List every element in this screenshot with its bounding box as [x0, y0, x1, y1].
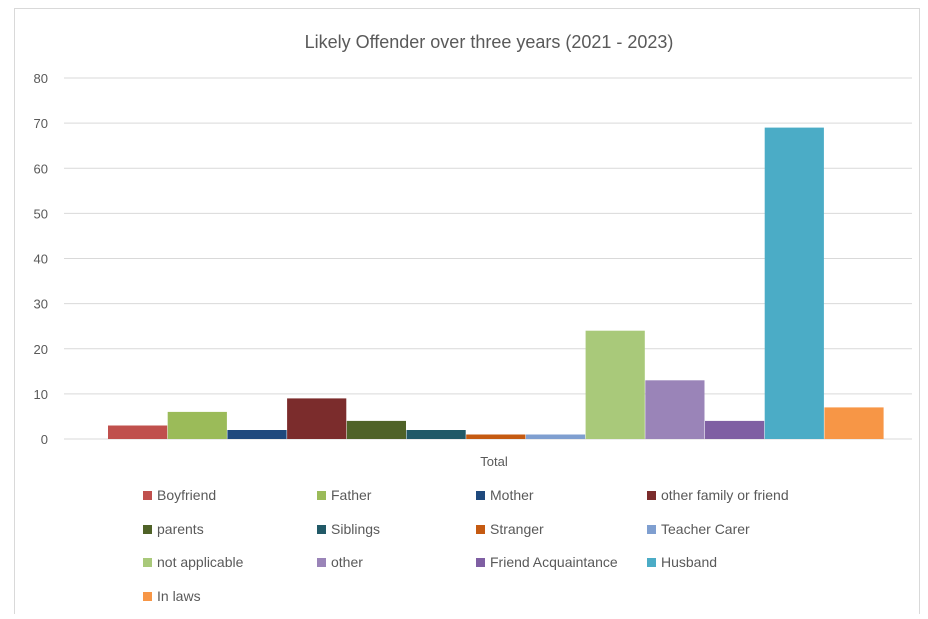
legend-label: Friend Acquaintance	[490, 554, 618, 570]
legend-item: other family or friend	[647, 487, 789, 503]
bar-father	[167, 411, 227, 439]
legend-swatch	[476, 491, 485, 500]
legend-label: Teacher Carer	[661, 521, 750, 537]
legend-swatch	[647, 525, 656, 534]
bar-boyfriend	[108, 425, 168, 439]
legend-label: Husband	[661, 554, 717, 570]
bar-other-family-or-friend	[287, 398, 347, 439]
bar-teacher-carer	[525, 434, 586, 439]
legend-swatch	[647, 491, 656, 500]
legend-label: Boyfriend	[157, 487, 216, 503]
bar-husband	[764, 127, 824, 439]
y-tick-label: 10	[34, 387, 48, 402]
bar-not-applicable	[585, 330, 645, 439]
y-tick-label: 0	[41, 432, 48, 447]
legend-item: not applicable	[143, 554, 244, 570]
legend: Boyfriend Father Mother other family or fri…	[143, 487, 789, 604]
bar-siblings	[406, 430, 466, 439]
bar-in-laws	[824, 407, 884, 439]
legend-swatch	[476, 525, 485, 534]
legend-label: parents	[157, 521, 204, 537]
legend-label: Stranger	[490, 521, 544, 537]
legend-label: other family or friend	[661, 487, 789, 503]
y-tick-label: 20	[34, 342, 48, 357]
legend-label: Siblings	[331, 521, 380, 537]
legend-item: Teacher Carer	[647, 521, 750, 537]
chart-title: Likely Offender over three years (2021 -…	[305, 32, 674, 52]
legend-item: Boyfriend	[143, 487, 216, 503]
y-axis-ticks: 0 10 20 30 40 50 60 70 80	[34, 71, 48, 447]
bar-stranger	[466, 434, 526, 439]
y-tick-label: 60	[34, 161, 48, 176]
bar-parents	[346, 420, 406, 439]
bars	[108, 127, 884, 439]
legend-label: In laws	[157, 588, 201, 604]
legend-swatch	[317, 491, 326, 500]
legend-swatch	[143, 491, 152, 500]
x-tick-label: Total	[480, 454, 508, 469]
legend-item: Friend Acquaintance	[476, 554, 618, 570]
bar-other	[645, 380, 705, 439]
legend-item: Husband	[647, 554, 717, 570]
legend-item: Father	[317, 487, 372, 503]
legend-swatch	[317, 558, 326, 567]
legend-label: Mother	[490, 487, 534, 503]
legend-swatch	[143, 525, 152, 534]
legend-item: Mother	[476, 487, 534, 503]
legend-item: Stranger	[476, 521, 544, 537]
y-tick-label: 80	[34, 71, 48, 86]
legend-item: In laws	[143, 588, 201, 604]
bar-mother	[227, 430, 287, 439]
legend-label: Father	[331, 487, 372, 503]
y-tick-label: 50	[34, 206, 48, 221]
legend-item: Siblings	[317, 521, 380, 537]
y-tick-label: 70	[34, 116, 48, 131]
legend-label: not applicable	[157, 554, 244, 570]
y-tick-label: 30	[34, 297, 48, 312]
legend-swatch	[143, 558, 152, 567]
legend-item: other	[317, 554, 363, 570]
legend-item: parents	[143, 521, 204, 537]
legend-label: other	[331, 554, 363, 570]
legend-swatch	[476, 558, 485, 567]
y-tick-label: 40	[34, 252, 48, 267]
bar-friend-acquaintance	[705, 420, 765, 439]
legend-swatch	[143, 592, 152, 601]
legend-swatch	[647, 558, 656, 567]
legend-swatch	[317, 525, 326, 534]
